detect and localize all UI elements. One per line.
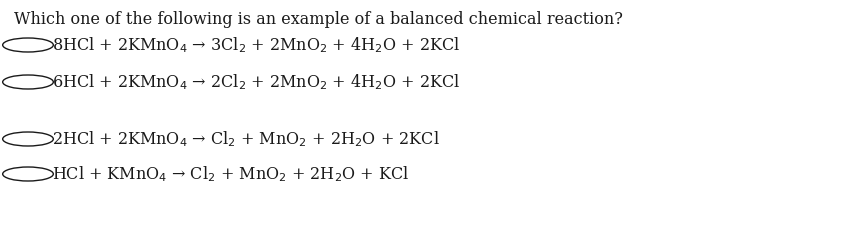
Text: 6HCl + 2KMnO$_4$ → 2Cl$_2$ + 2MnO$_2$ + 4H$_2$O + 2KCl: 6HCl + 2KMnO$_4$ → 2Cl$_2$ + 2MnO$_2$ + … [52,72,460,92]
Text: 2HCl + 2KMnO$_4$ → Cl$_2$ + MnO$_2$ + 2H$_2$O + 2KCl: 2HCl + 2KMnO$_4$ → Cl$_2$ + MnO$_2$ + 2H… [52,129,439,149]
Text: Which one of the following is an example of a balanced chemical reaction?: Which one of the following is an example… [14,11,623,28]
Text: HCl + KMnO$_4$ → Cl$_2$ + MnO$_2$ + 2H$_2$O + KCl: HCl + KMnO$_4$ → Cl$_2$ + MnO$_2$ + 2H$_… [52,164,409,184]
Text: 8HCl + 2KMnO$_4$ → 3Cl$_2$ + 2MnO$_2$ + 4H$_2$O + 2KCl: 8HCl + 2KMnO$_4$ → 3Cl$_2$ + 2MnO$_2$ + … [52,35,460,55]
